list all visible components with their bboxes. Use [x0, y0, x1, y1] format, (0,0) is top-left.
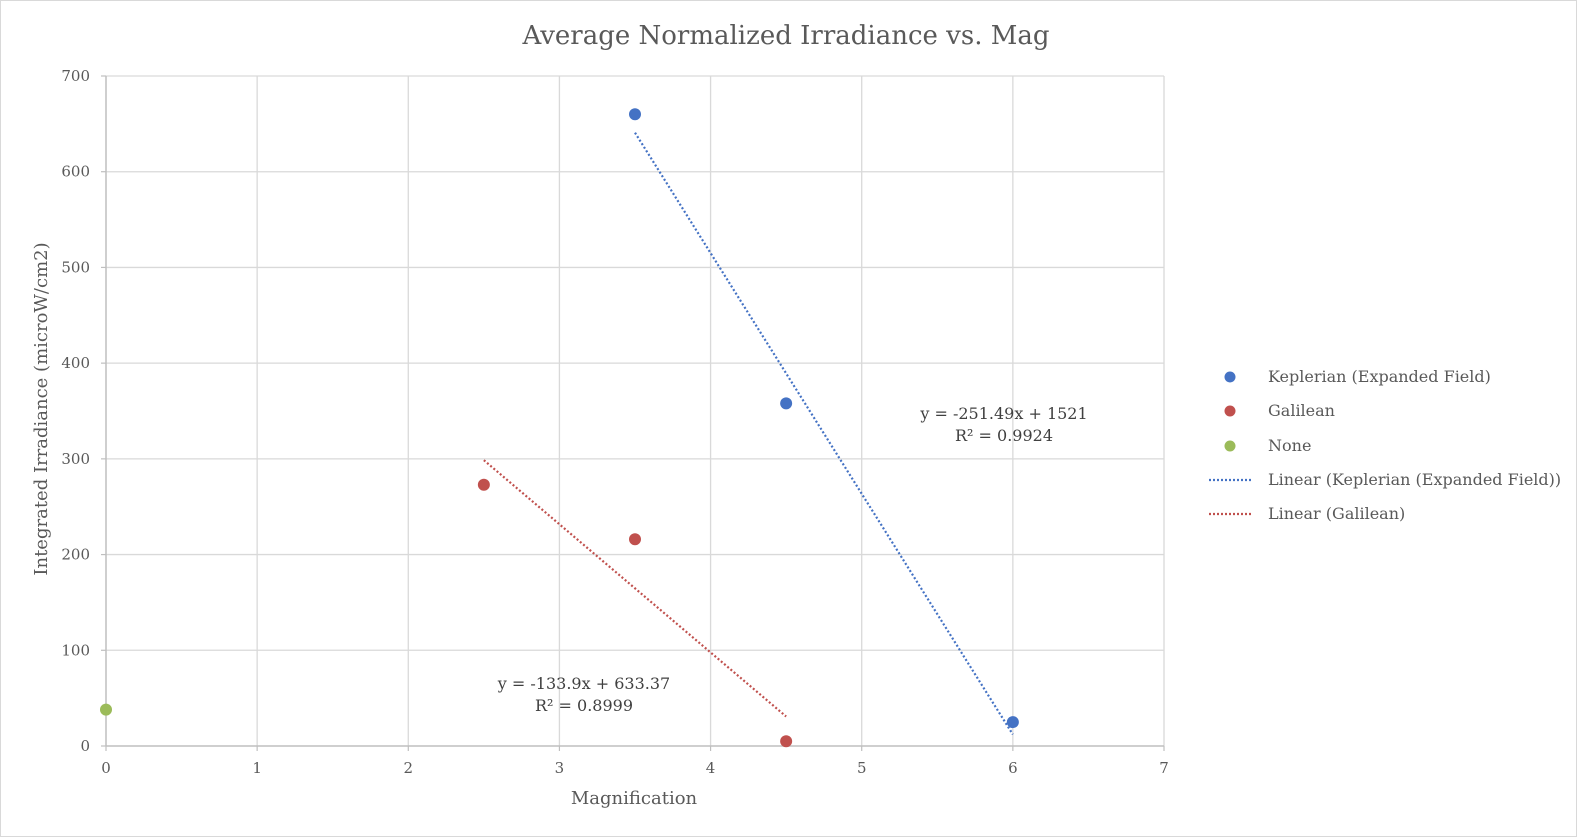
legend-label-galilean: Galilean [1268, 401, 1335, 420]
legend-marker-galilean [1224, 405, 1236, 417]
data-points [100, 108, 1019, 748]
y-tick-label: 700 [61, 67, 90, 85]
legend-item-none: None [1224, 436, 1311, 455]
y-axis-title: Integrated Irradiance (microW/cm2) [31, 242, 52, 575]
legend-label-linear-galilean: Linear (Galilean) [1268, 504, 1405, 523]
trendlines [483, 132, 1014, 736]
data-point-series-1 [629, 533, 641, 546]
chart-title: Average Normalized Irradiance vs. Mag [521, 21, 1049, 51]
y-tick-label: 200 [61, 546, 90, 564]
galilean-r2-label: R² = 0.8999 [535, 696, 633, 715]
data-point-series-0 [780, 397, 793, 410]
x-tick-label: 6 [1008, 759, 1018, 777]
legend-marker-keplerian [1224, 371, 1236, 383]
x-tick-label: 4 [706, 759, 716, 777]
legend-marker-none [1224, 440, 1236, 452]
keplerian-equation-label: y = -251.49x + 1521 [919, 404, 1087, 423]
keplerian-r2-label: R² = 0.9924 [955, 426, 1053, 445]
x-tick-label: 3 [555, 759, 565, 777]
legend-label-none: None [1268, 436, 1311, 455]
legend-label-linear-keplerian: Linear (Keplerian (Expanded Field)) [1268, 470, 1561, 489]
trendline-1 [483, 459, 787, 718]
legend-label-keplerian: Keplerian (Expanded Field) [1268, 367, 1491, 386]
legend-item-linear-galilean: Linear (Galilean) [1209, 504, 1405, 523]
gridlines [106, 75, 1165, 746]
legend-item-galilean: Galilean [1224, 401, 1335, 420]
x-tick-label: 2 [404, 759, 414, 777]
x-tick-label: 7 [1159, 759, 1169, 777]
data-point-series-2 [100, 703, 112, 716]
trendline-0 [634, 132, 1014, 736]
data-point-series-1 [780, 735, 793, 748]
y-tick-label: 100 [61, 641, 90, 659]
galilean-equation-label: y = -133.9x + 633.37 [497, 674, 670, 693]
legend: Keplerian (Expanded Field) Galilean None… [1209, 367, 1561, 523]
x-tick-label: 1 [252, 759, 262, 777]
x-tick-label: 5 [857, 759, 867, 777]
data-point-series-0 [1006, 716, 1019, 729]
y-tick-label: 600 [61, 163, 90, 181]
y-tick-label: 500 [61, 258, 90, 276]
x-axis-title: Magnification [571, 788, 698, 809]
y-tick-label: 300 [61, 450, 90, 468]
y-tick-label: 0 [80, 737, 90, 755]
axes [101, 75, 1165, 751]
data-point-series-1 [477, 478, 490, 491]
tick-labels: 0 100 200 300 400 500 600 700 0 1 2 3 4 5 6 7 [61, 67, 1168, 777]
data-point-series-0 [629, 108, 641, 121]
y-tick-label: 400 [61, 354, 90, 372]
x-tick-label: 0 [101, 759, 111, 777]
legend-item-linear-keplerian: Linear (Keplerian (Expanded Field)) [1209, 470, 1561, 489]
legend-item-keplerian: Keplerian (Expanded Field) [1224, 367, 1491, 386]
